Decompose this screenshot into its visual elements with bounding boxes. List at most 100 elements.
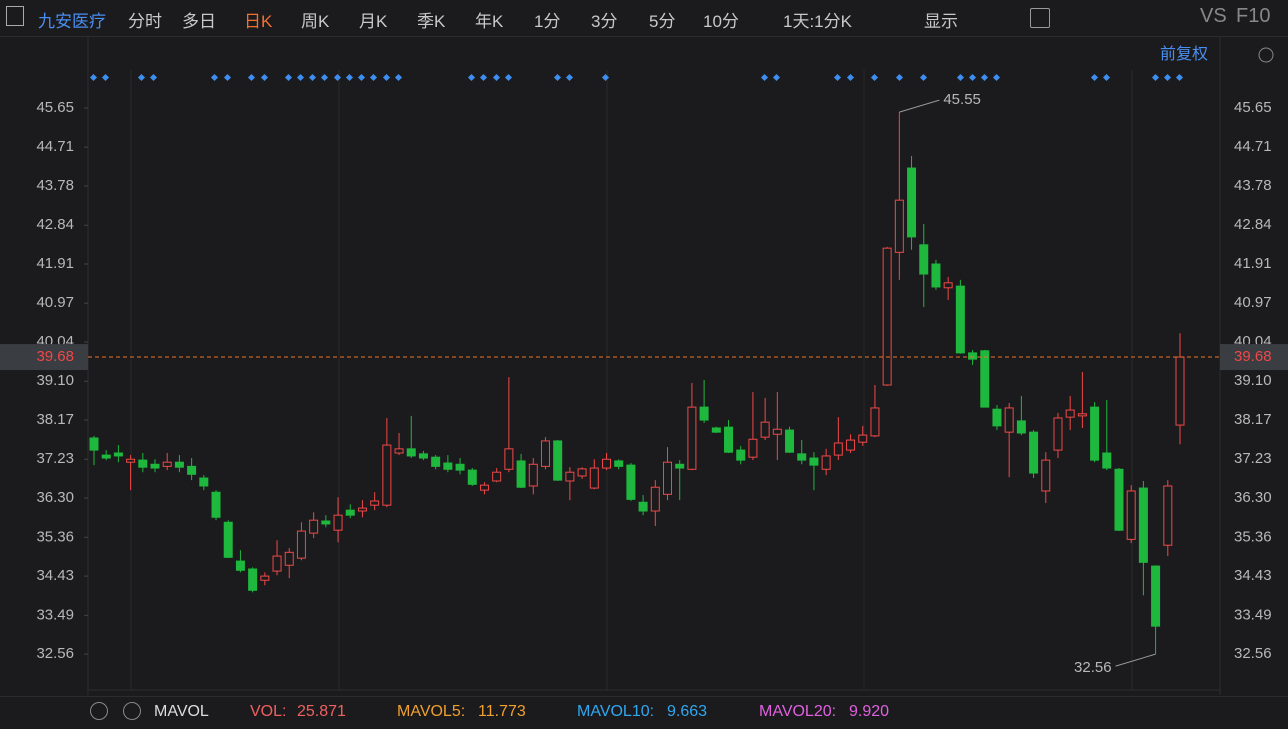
event-marker xyxy=(382,73,391,82)
tab[interactable]: 多日 xyxy=(182,12,216,31)
period-select[interactable]: 1天:1分K xyxy=(783,12,852,31)
candle-body xyxy=(1126,490,1136,540)
event-marker xyxy=(149,73,158,82)
low-annotation: 32.56 xyxy=(1074,659,1112,676)
tab[interactable]: 10分 xyxy=(703,12,739,31)
candle-body xyxy=(980,350,990,408)
y-tick-label: 38.17 xyxy=(1234,411,1272,428)
candle-body xyxy=(894,199,904,253)
tab[interactable]: 季K xyxy=(417,12,446,31)
high-annotation: 45.55 xyxy=(943,91,981,108)
event-marker xyxy=(919,73,928,82)
candle-body xyxy=(760,421,770,438)
tab[interactable]: 分时 xyxy=(128,12,162,31)
candle-body xyxy=(699,406,709,421)
candle-body xyxy=(931,263,941,288)
candle-body xyxy=(101,454,111,459)
candle-body xyxy=(1016,420,1026,434)
y-tick-label: 35.36 xyxy=(1234,528,1272,545)
candle-body xyxy=(540,440,550,467)
event-marker xyxy=(369,73,378,82)
candle-body xyxy=(1053,417,1063,451)
candle-body xyxy=(1163,485,1173,546)
event-marker xyxy=(870,73,879,82)
stock-name[interactable]: 九安医疗 xyxy=(38,12,106,31)
event-marker xyxy=(992,73,1001,82)
candle-body xyxy=(1138,487,1148,563)
y-tick-label: 32.56 xyxy=(36,645,74,662)
settings-icon[interactable] xyxy=(90,702,108,720)
candle-body xyxy=(1077,413,1087,417)
toolbar: 九安医疗 分时 多日 日K 周K 月K 季K 年K 1分 3分 5分 10分 1… xyxy=(0,0,1288,37)
tab[interactable]: 周K xyxy=(301,12,330,31)
tab[interactable]: 3分 xyxy=(591,12,618,31)
indicator-value: 11.773 xyxy=(478,703,526,720)
y-tick-label: 40.97 xyxy=(1234,294,1272,311)
candle-body xyxy=(809,457,819,466)
candle-body xyxy=(772,428,782,435)
candle-body xyxy=(113,452,123,457)
candle-body xyxy=(333,514,343,531)
event-marker xyxy=(601,73,610,82)
indicator-name[interactable]: MAVOL xyxy=(154,703,209,720)
y-tick-label: 35.36 xyxy=(36,528,74,545)
event-marker xyxy=(553,73,562,82)
indicator-label: MAVOL5: xyxy=(397,703,466,720)
menu-icon[interactable] xyxy=(6,6,24,26)
candle-body xyxy=(382,444,392,506)
candle-body xyxy=(650,486,660,512)
y-tick-label: 41.91 xyxy=(36,255,74,272)
candle-body xyxy=(223,521,233,558)
candle-body xyxy=(943,282,953,289)
event-marker xyxy=(394,73,403,82)
price-tag-bg xyxy=(1220,344,1288,371)
candle-body xyxy=(174,461,184,468)
event-marker xyxy=(1102,73,1111,82)
candle-body xyxy=(748,438,758,458)
event-marker xyxy=(565,73,574,82)
candle-body xyxy=(663,461,673,495)
event-marker xyxy=(1163,73,1172,82)
vs-button[interactable]: VS xyxy=(1200,5,1227,27)
y-tick-label: 45.65 xyxy=(36,99,74,116)
candle-body xyxy=(492,471,502,482)
tab[interactable]: 1分 xyxy=(534,12,561,31)
price-tag: 39.68 xyxy=(36,348,74,365)
candle-body xyxy=(235,560,245,571)
f10-button[interactable]: F10 xyxy=(1236,5,1271,27)
candle-body xyxy=(455,463,465,471)
candle-body xyxy=(797,453,807,461)
display-button[interactable]: 显示 xyxy=(924,12,958,31)
y-tick-label: 33.49 xyxy=(1234,606,1272,623)
event-marker xyxy=(1151,73,1160,82)
event-marker xyxy=(846,73,855,82)
indicator-value: 25.871 xyxy=(297,703,346,720)
close-icon[interactable] xyxy=(123,702,141,720)
y-tick-label: 45.65 xyxy=(1234,99,1272,116)
event-marker xyxy=(1090,73,1099,82)
tab[interactable]: 年K xyxy=(475,12,504,31)
tab[interactable]: 5分 xyxy=(649,12,676,31)
event-marker xyxy=(247,73,256,82)
y-tick-label: 43.78 xyxy=(1234,177,1272,194)
event-marker xyxy=(308,73,317,82)
event-marker xyxy=(137,73,146,82)
y-tick-label: 42.84 xyxy=(1234,216,1272,233)
indicator-bar: MAVOL VOL: 25.871 MAVOL5: 11.773 MAVOL10… xyxy=(0,696,1288,729)
tab-active[interactable]: 日K xyxy=(244,12,273,31)
indicator-label: VOL: xyxy=(250,703,287,720)
candle-body xyxy=(357,507,367,512)
tab[interactable]: 月K xyxy=(359,12,388,31)
y-tick-label: 44.71 xyxy=(1234,138,1272,155)
event-marker xyxy=(296,73,305,82)
candle-body xyxy=(260,575,270,581)
candle-body xyxy=(418,453,428,459)
candle-body xyxy=(321,520,331,525)
y-tick-label: 40.04 xyxy=(1234,333,1272,350)
candle-body xyxy=(577,468,587,477)
checkbox-icon[interactable] xyxy=(1030,8,1050,28)
y-tick-label: 43.78 xyxy=(36,177,74,194)
candle-body xyxy=(345,509,355,516)
candle-body xyxy=(1041,459,1051,492)
event-marker xyxy=(345,73,354,82)
